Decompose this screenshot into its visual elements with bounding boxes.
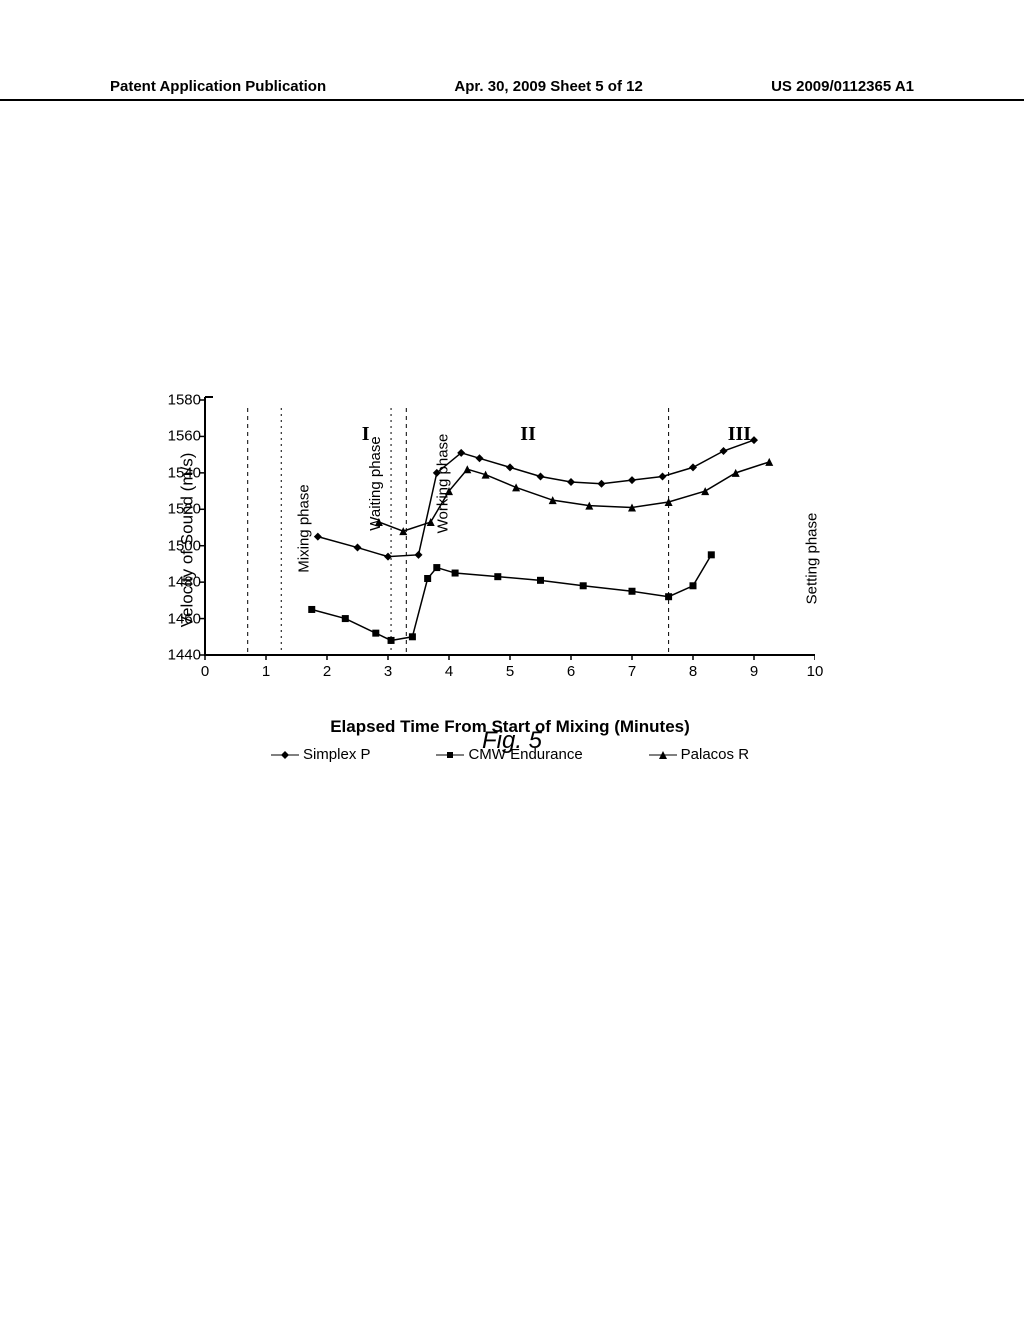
y-tick-label: 1520 bbox=[168, 501, 201, 518]
x-tick-label: 3 bbox=[384, 663, 392, 680]
header-right: US 2009/0112365 A1 bbox=[771, 78, 914, 95]
phase-label: Waiting phase bbox=[367, 436, 384, 531]
y-tick-label: 1560 bbox=[168, 428, 201, 445]
y-tick-label: 1500 bbox=[168, 537, 201, 554]
x-tick-label: 5 bbox=[506, 663, 514, 680]
x-tick-label: 7 bbox=[628, 663, 636, 680]
header-left: Patent Application Publication bbox=[110, 78, 326, 95]
phase-label: Mixing phase bbox=[296, 484, 313, 572]
x-tick-label: 8 bbox=[689, 663, 697, 680]
y-tick-label: 1480 bbox=[168, 574, 201, 591]
region-label: III bbox=[728, 423, 751, 446]
chart-canvas bbox=[115, 395, 815, 660]
y-tick-label: 1580 bbox=[168, 392, 201, 409]
header-middle: Apr. 30, 2009 Sheet 5 of 12 bbox=[454, 78, 642, 95]
figure-chart: Velocity of Sound (m/s) Elapsed Time Fro… bbox=[115, 395, 815, 685]
x-tick-label: 9 bbox=[750, 663, 758, 680]
region-label: II bbox=[520, 423, 536, 446]
phase-label: Setting phase bbox=[804, 513, 821, 605]
y-tick-label: 1440 bbox=[168, 647, 201, 664]
x-tick-label: 4 bbox=[445, 663, 453, 680]
figure-caption: Fig. 5 bbox=[0, 727, 1024, 755]
region-label: I bbox=[362, 423, 370, 446]
x-tick-label: 10 bbox=[807, 663, 824, 680]
y-tick-label: 1460 bbox=[168, 610, 201, 627]
x-tick-label: 6 bbox=[567, 663, 575, 680]
x-tick-label: 0 bbox=[201, 663, 209, 680]
x-tick-label: 1 bbox=[262, 663, 270, 680]
phase-label: Working phase bbox=[434, 434, 451, 534]
y-tick-label: 1540 bbox=[168, 464, 201, 481]
page-header: Patent Application Publication Apr. 30, … bbox=[0, 78, 1024, 101]
x-tick-label: 2 bbox=[323, 663, 331, 680]
